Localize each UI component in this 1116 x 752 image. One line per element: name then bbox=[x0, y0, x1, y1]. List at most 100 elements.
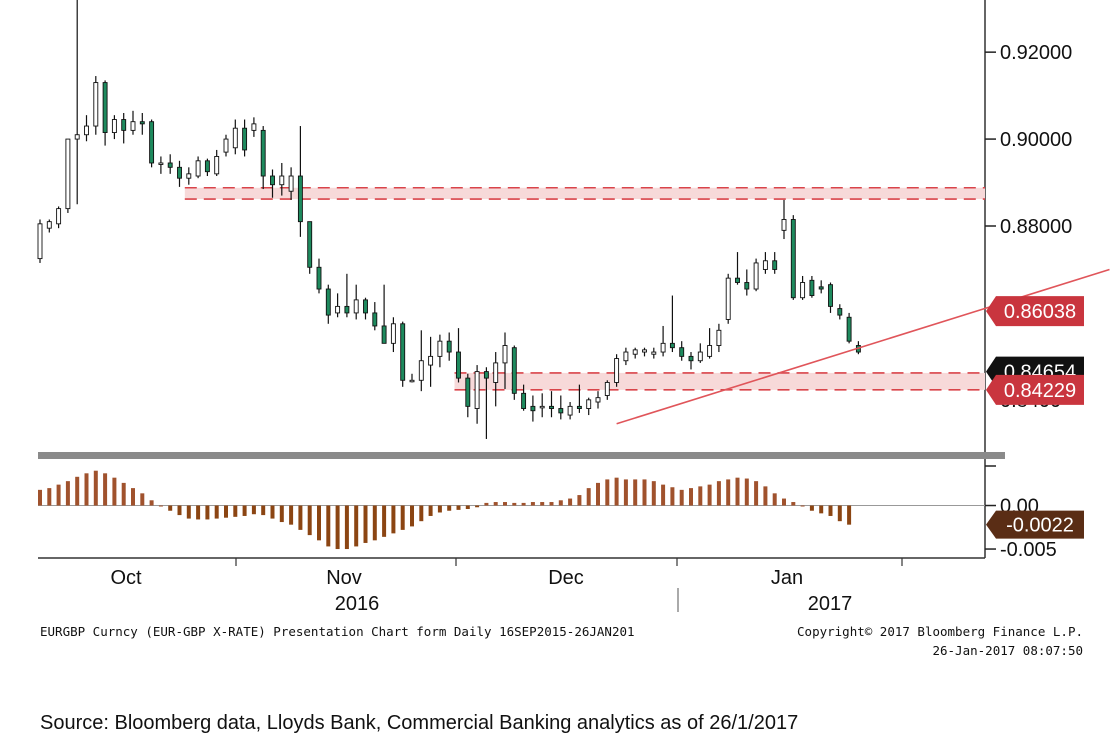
oscillator-bar bbox=[503, 502, 507, 506]
oscillator-bar bbox=[242, 505, 247, 516]
candle-body bbox=[846, 316, 852, 342]
oscillator-bar bbox=[428, 505, 433, 516]
oscillator-bar bbox=[233, 505, 238, 517]
oscillator-bar bbox=[382, 505, 387, 537]
candle-body bbox=[669, 342, 675, 349]
candle-body bbox=[595, 397, 601, 403]
candle-body bbox=[353, 299, 359, 314]
candle-body bbox=[297, 175, 303, 223]
candle-body bbox=[344, 305, 350, 314]
oscillator-bar bbox=[698, 486, 703, 506]
oscillator-bar bbox=[317, 505, 321, 541]
resistance-support-bands bbox=[184, 186, 986, 391]
candle-body bbox=[158, 162, 164, 165]
trendline-layer bbox=[616, 268, 1110, 425]
oscillator-bar bbox=[354, 505, 359, 547]
price-tick-label: 0.92000 bbox=[1000, 42, 1072, 64]
candle-body bbox=[549, 405, 554, 409]
oscillator-bar bbox=[363, 505, 368, 543]
oscillator-bar bbox=[549, 502, 554, 506]
candle-body bbox=[614, 358, 620, 383]
candle-body bbox=[828, 284, 833, 307]
candle-body bbox=[586, 399, 592, 409]
candle-body bbox=[735, 277, 740, 283]
oscillator-bar bbox=[400, 505, 405, 530]
candle-body bbox=[102, 82, 108, 134]
candle-body bbox=[56, 208, 62, 225]
oscillator-bar bbox=[158, 505, 163, 507]
oscillator-bar bbox=[186, 505, 191, 519]
candle-body bbox=[818, 286, 824, 290]
candle-body bbox=[270, 175, 275, 186]
oscillator-bar bbox=[772, 493, 777, 506]
candle-body bbox=[707, 345, 713, 357]
candle-body bbox=[483, 371, 489, 379]
oscillator-bar bbox=[809, 505, 814, 511]
oscillator-bar bbox=[261, 505, 266, 516]
candle-body bbox=[325, 288, 331, 316]
candle-body bbox=[502, 345, 508, 364]
oscillator-bar bbox=[391, 505, 396, 534]
candle-body bbox=[465, 377, 471, 407]
oscillator-bar bbox=[103, 473, 108, 506]
price-tick-label: 0.90000 bbox=[1000, 129, 1072, 151]
oscillator-bar bbox=[56, 484, 61, 506]
candle-body bbox=[651, 351, 657, 355]
oscillator-bar bbox=[614, 477, 619, 506]
year-label: 2017 bbox=[808, 593, 853, 615]
candle-body bbox=[418, 360, 424, 381]
oscillator-bar bbox=[75, 476, 80, 506]
candle-body bbox=[186, 173, 192, 179]
candle-body bbox=[800, 282, 806, 299]
oscillator-bar bbox=[512, 502, 517, 506]
oscillator-bar bbox=[540, 502, 545, 506]
oscillator-bar bbox=[93, 470, 98, 506]
candle-body bbox=[632, 349, 638, 355]
oscillator-bar bbox=[484, 502, 489, 506]
oscillator-bar bbox=[140, 493, 145, 506]
candle-body bbox=[139, 121, 145, 125]
oscillator-bar bbox=[326, 505, 331, 547]
candle-body bbox=[204, 160, 210, 173]
candle-body bbox=[725, 277, 731, 320]
oscillator-bar bbox=[196, 505, 201, 520]
oscillator-bar bbox=[38, 489, 42, 506]
oscillator-bar bbox=[47, 488, 52, 506]
oscillator-bar bbox=[437, 505, 442, 513]
candlestick-series bbox=[37, 0, 861, 439]
oscillator-bar bbox=[726, 479, 731, 506]
month-label: Nov bbox=[326, 567, 362, 589]
candle-body bbox=[576, 405, 582, 409]
candle-body bbox=[307, 221, 313, 268]
candle-body bbox=[363, 299, 368, 314]
candle-body bbox=[809, 279, 815, 296]
oscillator-bar bbox=[782, 498, 786, 506]
price-tag bbox=[986, 296, 1084, 327]
oscillator-bar bbox=[149, 500, 154, 506]
band-fill bbox=[184, 187, 986, 200]
candle-body bbox=[762, 260, 768, 270]
candle-body bbox=[697, 351, 703, 362]
oscillator-bar bbox=[298, 505, 303, 530]
oscillator-bar bbox=[605, 479, 610, 506]
oscillator-bar bbox=[596, 482, 600, 506]
oscillator-value-label: -0.0022 bbox=[1006, 515, 1074, 537]
oscillator-bar bbox=[214, 505, 219, 519]
candle-body bbox=[130, 121, 136, 131]
oscillator-bar bbox=[465, 505, 470, 509]
candle-body bbox=[837, 308, 843, 316]
candle-body bbox=[316, 266, 322, 290]
candle-body bbox=[260, 129, 266, 177]
candle-body bbox=[437, 340, 443, 357]
candle-body bbox=[335, 305, 341, 314]
oscillator-bar bbox=[837, 505, 842, 522]
year-label: 2016 bbox=[335, 593, 380, 615]
candle-body bbox=[530, 405, 536, 412]
candle-body bbox=[493, 362, 499, 383]
oscillator-bar bbox=[763, 486, 768, 506]
oscillator-bar bbox=[716, 481, 721, 506]
footer-timestamp: 26-Jan-2017 08:07:50 bbox=[932, 643, 1083, 658]
oscillator-bar bbox=[493, 502, 498, 506]
candle-body bbox=[642, 349, 647, 353]
